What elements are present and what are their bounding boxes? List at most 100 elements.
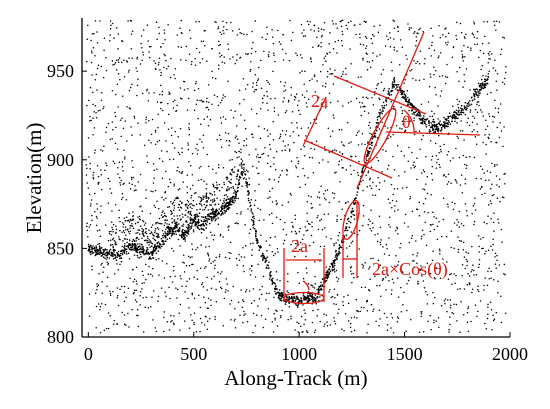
noise-point bbox=[365, 45, 368, 47]
noise-point bbox=[467, 306, 470, 308]
canopy-point bbox=[232, 171, 234, 173]
noise-point bbox=[486, 20, 489, 23]
canopy-point bbox=[204, 206, 207, 209]
noise-point bbox=[248, 154, 250, 156]
noise-point bbox=[127, 287, 130, 290]
surface-point bbox=[204, 220, 206, 223]
surface-point bbox=[90, 244, 92, 247]
noise-point bbox=[503, 126, 505, 128]
surface-point bbox=[135, 248, 138, 250]
canopy-point bbox=[145, 227, 147, 230]
surface-point bbox=[331, 266, 334, 268]
noise-point bbox=[299, 53, 302, 56]
x-tick-label: 1500 bbox=[387, 344, 423, 364]
noise-point bbox=[118, 216, 120, 219]
surface-point bbox=[437, 129, 440, 131]
noise-point bbox=[228, 251, 230, 254]
surface-point bbox=[92, 247, 94, 250]
canopy-point bbox=[146, 235, 149, 238]
noise-point bbox=[101, 292, 104, 295]
canopy-point bbox=[152, 252, 154, 255]
noise-point bbox=[223, 56, 225, 58]
canopy-point bbox=[194, 220, 196, 223]
noise-point bbox=[211, 234, 213, 236]
noise-point bbox=[497, 291, 499, 294]
noise-point bbox=[397, 261, 400, 263]
noise-point bbox=[219, 286, 222, 289]
noise-point bbox=[185, 264, 188, 267]
noise-point bbox=[349, 155, 352, 157]
surface-point bbox=[233, 201, 235, 204]
canopy-point bbox=[214, 204, 216, 206]
noise-point bbox=[96, 229, 99, 232]
noise-point bbox=[504, 77, 506, 80]
noise-point bbox=[153, 204, 156, 207]
canopy-point bbox=[123, 245, 126, 247]
noise-point bbox=[240, 166, 243, 168]
canopy-point bbox=[124, 226, 127, 228]
noise-point bbox=[227, 229, 230, 231]
noise-point bbox=[305, 267, 308, 269]
canopy-point bbox=[204, 216, 206, 218]
canopy-point bbox=[182, 223, 185, 226]
noise-point bbox=[374, 194, 377, 196]
surface-point bbox=[251, 211, 253, 214]
noise-point bbox=[354, 155, 357, 158]
noise-point bbox=[378, 128, 381, 130]
noise-point bbox=[105, 69, 108, 72]
noise-point bbox=[437, 158, 439, 161]
noise-point bbox=[490, 202, 493, 205]
noise-point bbox=[342, 144, 344, 146]
canopy-point bbox=[139, 225, 142, 227]
surface-point bbox=[298, 299, 300, 301]
surface-point bbox=[435, 123, 438, 126]
noise-point bbox=[466, 121, 468, 124]
canopy-point bbox=[108, 232, 111, 235]
noise-point bbox=[438, 248, 441, 251]
surface-point bbox=[88, 249, 91, 251]
noise-point bbox=[241, 164, 243, 166]
noise-point bbox=[367, 97, 369, 100]
canopy-point bbox=[129, 224, 132, 227]
noise-point bbox=[386, 323, 389, 326]
noise-point bbox=[323, 21, 326, 24]
noise-point bbox=[449, 273, 451, 276]
surface-point bbox=[316, 288, 319, 291]
noise-point bbox=[346, 255, 349, 257]
surface-point bbox=[291, 296, 294, 299]
noise-point bbox=[272, 331, 275, 333]
noise-point bbox=[192, 229, 195, 231]
noise-point bbox=[315, 122, 317, 124]
noise-point bbox=[276, 248, 279, 250]
noise-point bbox=[232, 56, 234, 58]
canopy-point bbox=[206, 201, 209, 203]
noise-point bbox=[173, 323, 175, 326]
noise-point bbox=[488, 70, 490, 73]
noise-point bbox=[498, 222, 500, 224]
surface-point bbox=[381, 105, 383, 107]
noise-point bbox=[365, 52, 367, 54]
surface-point bbox=[194, 218, 197, 220]
noise-point bbox=[500, 53, 502, 55]
noise-point bbox=[389, 202, 391, 204]
noise-point bbox=[161, 260, 164, 262]
canopy-point bbox=[166, 226, 168, 228]
surface-point bbox=[108, 257, 111, 259]
noise-point bbox=[123, 323, 126, 325]
noise-point bbox=[113, 37, 115, 39]
noise-point bbox=[86, 229, 89, 232]
surface-point bbox=[229, 203, 232, 206]
noise-point bbox=[421, 172, 423, 174]
noise-point bbox=[178, 170, 181, 173]
noise-point bbox=[461, 50, 463, 52]
noise-point bbox=[491, 162, 493, 165]
surface-point bbox=[396, 86, 398, 89]
noise-point bbox=[492, 121, 494, 123]
noise-point bbox=[199, 317, 202, 320]
noise-point bbox=[377, 233, 379, 235]
noise-point bbox=[455, 34, 457, 37]
surface-point bbox=[460, 107, 462, 109]
noise-point bbox=[462, 241, 465, 244]
surface-point bbox=[128, 243, 131, 245]
